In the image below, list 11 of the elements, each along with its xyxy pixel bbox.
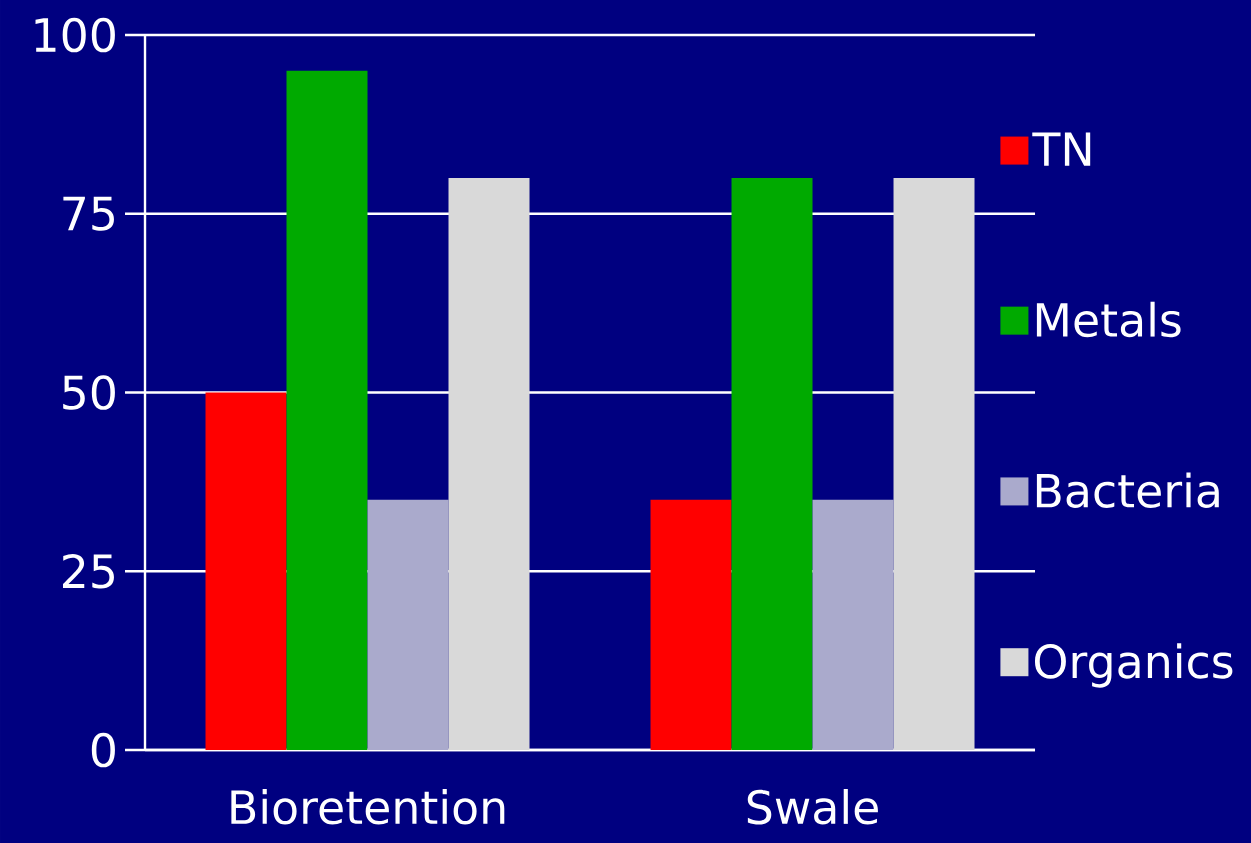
- legend-label: Bacteria: [1036, 472, 1219, 508]
- y-tick-label: 50: [63, 375, 115, 410]
- x-tick-label: Swale: [747, 789, 878, 825]
- y-tick-label: 0: [91, 732, 115, 768]
- legend-label: TN: [1032, 132, 1091, 166]
- y-tick-label: 75: [63, 196, 114, 231]
- y-tick-label: 25: [63, 553, 114, 589]
- x-tick-label: Bioretention: [231, 789, 505, 825]
- legend-label: Metals: [1036, 301, 1181, 338]
- y-tick-label: 100: [35, 17, 115, 53]
- legend-label: Organics: [1034, 643, 1233, 688]
